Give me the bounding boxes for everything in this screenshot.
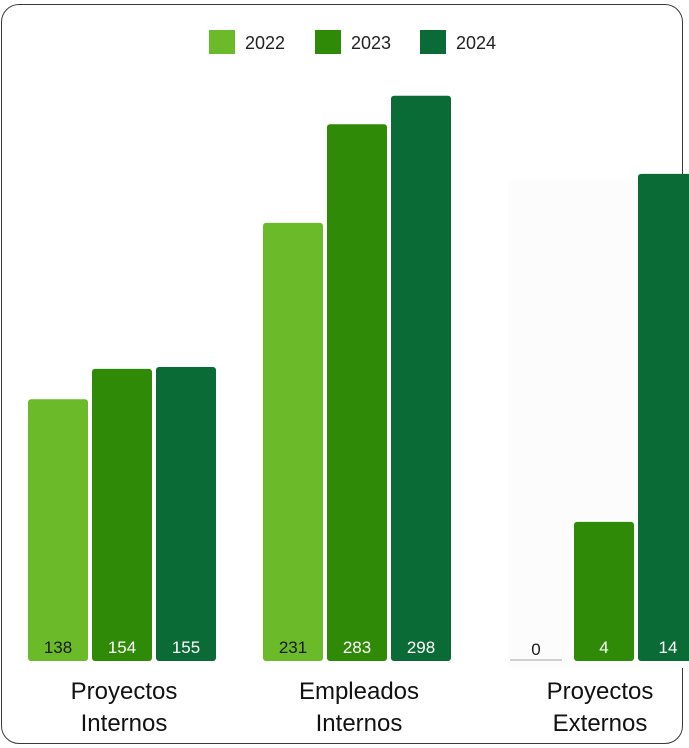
data-label-0-2: 155 [172, 638, 200, 657]
data-label-1-0: 231 [279, 638, 307, 657]
bar-2-2022 [510, 659, 562, 661]
data-label-2-0: 0 [531, 640, 540, 659]
category-labels: Proyectos Internos Empleados Internos Proyec… [71, 678, 654, 737]
data-label-0-0: 138 [44, 638, 72, 657]
legend-label-2023: 2023 [351, 33, 391, 53]
legend-swatch-2024 [420, 30, 446, 54]
legend-swatch-2022 [209, 30, 235, 54]
bar-1-2022 [263, 222, 323, 661]
category-label-0: Proyectos Internos [71, 678, 178, 737]
data-label-2-2: 14 [659, 638, 678, 657]
bar-2-2024 [638, 173, 689, 661]
bars: 138 154 155 231 283 298 0 4 14 [28, 95, 689, 662]
data-label-1-1: 283 [343, 638, 371, 657]
bar-1-2023 [327, 124, 387, 662]
category-label-1: Empleados Internos [299, 678, 419, 737]
bar-2-2023 [574, 521, 634, 661]
bar-0-2023 [92, 368, 152, 661]
legend: 2022 2023 2024 [209, 30, 496, 54]
bar-0-2022 [28, 399, 88, 661]
data-label-2-1: 4 [599, 638, 608, 657]
category-label-2: Proyectos Externos [547, 678, 654, 737]
data-label-0-1: 154 [108, 638, 136, 657]
bar-1-2024 [391, 95, 451, 661]
bar-0-2024 [156, 367, 216, 661]
legend-label-2024: 2024 [456, 33, 496, 53]
data-label-1-2: 298 [407, 638, 435, 657]
legend-swatch-2023 [315, 30, 341, 54]
legend-label-2022: 2022 [245, 33, 285, 53]
